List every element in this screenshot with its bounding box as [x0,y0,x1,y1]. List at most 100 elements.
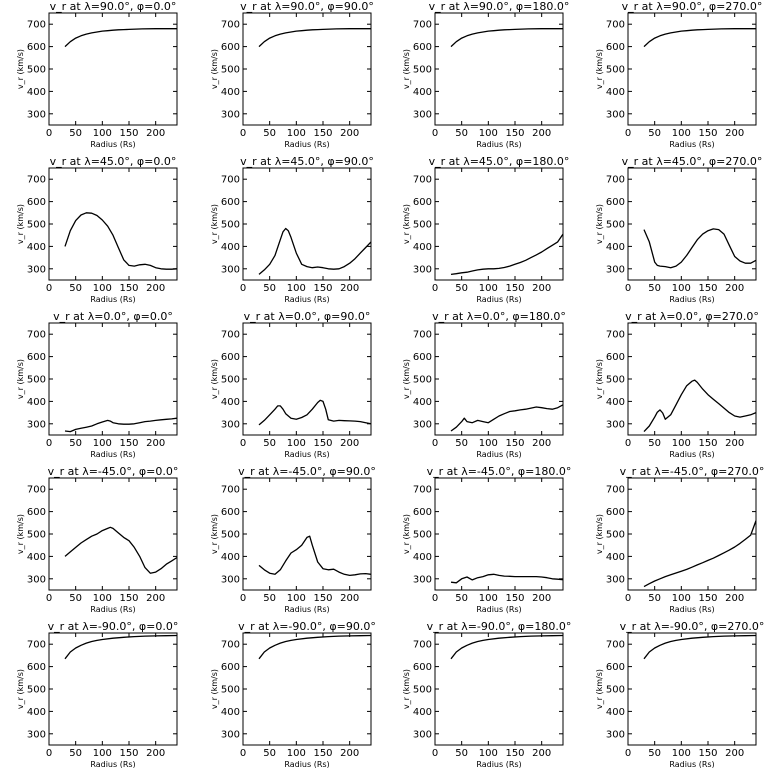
series-line [64,417,178,433]
y-tick-label: 600 [27,662,46,673]
plot-frame [242,632,372,746]
y-tick-label: 300 [27,729,46,740]
series-line [450,634,564,660]
x-axis-label: Radius (Rs) [476,605,521,614]
series-line [258,535,372,577]
y-axis-label: v_r (km/s) [210,669,219,709]
chart-panel: v_r at λ=-45.0°, φ=0.0° 0 50 100 150 200 300 40… [16,465,178,614]
y-axis-label: v_r (km/s) [402,204,411,244]
y-tick-label: 400 [27,707,46,718]
y-tick-label: 400 [413,707,432,718]
x-tick-label: 100 [672,128,691,139]
series-line [643,520,757,588]
x-tick-label: 50 [263,593,276,604]
y-tick-label: 300 [413,264,432,275]
y-axis-label: v_r (km/s) [595,514,604,554]
x-tick-label: 50 [69,593,82,604]
x-tick-label: 200 [146,438,165,449]
chart-panel: v_r at λ=0.0°, φ=0.0° 0 50 100 150 200 300 400 5… [16,310,178,459]
y-tick-label: 300 [413,109,432,120]
y-tick-label: 500 [606,530,625,541]
x-tick-label: 200 [725,593,744,604]
chart-panel: v_r at λ=0.0°, φ=180.0° 0 50 100 150 200 300 40… [402,310,566,459]
x-tick-label: 0 [46,593,52,604]
y-tick-label: 700 [27,20,46,31]
y-tick-label: 600 [413,197,432,208]
x-tick-label: 0 [432,283,438,294]
y-axis-label: v_r (km/s) [402,49,411,89]
x-tick-label: 100 [479,283,498,294]
x-tick-label: 0 [625,593,631,604]
y-tick-label: 500 [27,530,46,541]
y-tick-label: 400 [606,242,625,253]
x-tick-label: 0 [432,128,438,139]
y-tick-label: 400 [413,242,432,253]
x-tick-label: 50 [69,748,82,759]
y-tick-label: 600 [27,352,46,363]
plot-frame [627,322,757,436]
y-tick-label: 700 [606,20,625,31]
x-tick-label: 150 [119,283,138,294]
x-tick-label: 50 [455,748,468,759]
x-tick-label: 150 [119,438,138,449]
y-tick-label: 600 [606,507,625,518]
x-tick-label: 50 [648,748,661,759]
chart-panel: v_r at λ=90.0°, φ=90.0° 0 50 100 150 200 300 40… [210,0,374,149]
series-line [450,404,564,432]
plot-frame [48,167,178,281]
y-axis-label: v_r (km/s) [210,49,219,89]
chart-title: v_r at λ=0.0°, φ=0.0° [53,310,173,323]
x-tick-label: 100 [672,438,691,449]
plot-frame [48,477,178,591]
x-axis-label: Radius (Rs) [90,760,135,768]
x-tick-label: 150 [505,438,524,449]
x-tick-label: 0 [625,438,631,449]
x-tick-label: 150 [313,748,332,759]
x-tick-label: 0 [240,748,246,759]
series-line [643,379,757,433]
series-line [643,28,756,48]
y-tick-label: 400 [221,552,240,563]
x-axis-label: Radius (Rs) [284,140,329,149]
y-tick-label: 500 [413,530,432,541]
y-tick-label: 500 [27,685,46,696]
y-tick-label: 300 [221,574,240,585]
y-axis-label: v_r (km/s) [16,49,25,89]
series-line [643,634,757,660]
y-tick-label: 400 [221,397,240,408]
chart-panel: v_r at λ=-45.0°, φ=90.0° 0 50 100 150 200 300 4… [210,465,376,614]
x-tick-label: 100 [479,748,498,759]
series-line [64,526,178,574]
y-tick-label: 400 [606,552,625,563]
y-tick-label: 300 [221,419,240,430]
x-tick-label: 50 [69,283,82,294]
x-axis-label: Radius (Rs) [90,295,135,304]
x-tick-label: 100 [287,593,306,604]
plot-frame [434,167,564,281]
y-tick-label: 600 [27,507,46,518]
y-tick-label: 400 [27,242,46,253]
x-tick-label: 100 [93,438,112,449]
chart-title: v_r at λ=90.0°, φ=0.0° [50,0,177,13]
series-line [64,28,177,48]
x-axis-label: Radius (Rs) [476,760,521,768]
x-tick-label: 0 [46,283,52,294]
y-axis-label: v_r (km/s) [402,514,411,554]
y-tick-label: 700 [413,330,432,341]
chart-title: v_r at λ=90.0°, φ=180.0° [429,0,570,13]
chart-panel: v_r at λ=0.0°, φ=90.0° 0 50 100 150 200 300 400… [210,310,372,459]
x-tick-label: 150 [505,283,524,294]
plot-frame [627,477,757,591]
chart-panel: v_r at λ=45.0°, φ=90.0° 0 50 100 150 200 300 40… [210,155,374,304]
x-axis-label: Radius (Rs) [90,605,135,614]
x-tick-label: 150 [119,748,138,759]
y-tick-label: 600 [221,197,240,208]
x-tick-label: 100 [93,593,112,604]
x-tick-label: 200 [146,748,165,759]
y-tick-label: 500 [606,220,625,231]
y-axis-label: v_r (km/s) [595,359,604,399]
series-line [258,227,372,275]
chart-title: v_r at λ=90.0°, φ=270.0° [622,0,763,13]
y-tick-label: 300 [27,419,46,430]
x-tick-label: 50 [648,283,661,294]
